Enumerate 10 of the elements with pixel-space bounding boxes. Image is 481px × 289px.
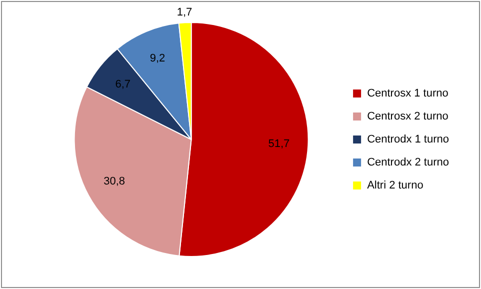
legend-label: Centrosx 2 turno	[367, 110, 448, 123]
legend-label: Centrosx 1 turno	[367, 88, 448, 100]
data-label: 6,7	[115, 78, 130, 91]
legend-label: Centrodx 2 turno	[367, 156, 449, 169]
data-label: 51,7	[268, 138, 290, 150]
legend-label: Centrodx 1 turno	[367, 134, 449, 146]
data-label: 30,8	[104, 176, 126, 188]
data-label: 9,2	[150, 52, 166, 65]
data-label: 1,7	[176, 6, 192, 19]
legend-label: Altri 2 turno	[367, 180, 424, 192]
